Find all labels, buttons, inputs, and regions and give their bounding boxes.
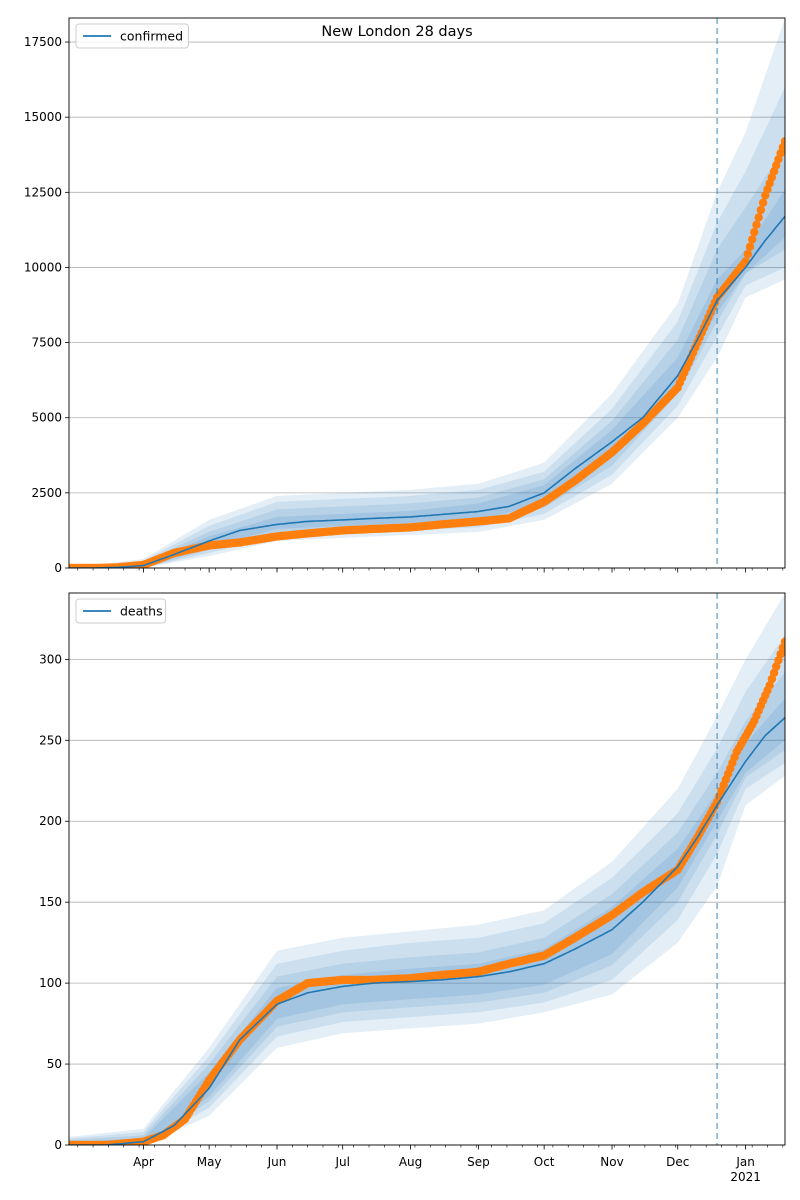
y-tick-label: 50 (47, 1057, 62, 1071)
data-point (750, 227, 759, 237)
legend-label: deaths (120, 604, 163, 619)
y-tick-label: 250 (39, 733, 62, 747)
x-tick-label: May (197, 1155, 222, 1169)
x-tick-label: Dec (666, 1155, 689, 1169)
data-point (756, 205, 766, 215)
legend: confirmed (75, 23, 189, 49)
y-tick-label: 100 (39, 976, 62, 990)
x-tick-label: Apr (133, 1155, 154, 1169)
y-tick-label: 7500 (31, 336, 62, 350)
uncertainty-band (69, 147, 785, 568)
data-point (778, 643, 785, 652)
legend-label: confirmed (120, 29, 183, 44)
axes-frame (68, 592, 786, 1146)
deaths-panel: 0 50 100 150 200 250 300 Apr May Jun Jul Aug Sep Oct N… (39, 592, 786, 1184)
series-line-deaths (69, 717, 785, 1145)
legend-box (75, 598, 167, 624)
axes-frame (68, 17, 786, 569)
confirmed-panel: 0 2500 5000 7500 10000 12500 15000 17500 confirm… (24, 17, 786, 575)
x-tick-label: Oct (534, 1155, 555, 1169)
uncertainty-band (69, 18, 785, 568)
x-tick-label: Jan (735, 1155, 755, 1169)
x-tick-label: 2021 (730, 1170, 761, 1184)
observed-points (69, 137, 785, 568)
uncertainty-band (69, 87, 785, 568)
plot-area (69, 18, 785, 568)
data-point (752, 220, 761, 229)
data-point (776, 649, 785, 659)
data-point (743, 249, 752, 259)
y-tick-label: 0 (54, 1138, 62, 1152)
x-tick-label: Jun (267, 1155, 287, 1169)
data-point (778, 143, 785, 152)
plot-area (69, 593, 785, 1145)
y-tick-label: 17500 (24, 35, 62, 49)
x-tick-label: Nov (600, 1155, 623, 1169)
data-point (748, 235, 757, 244)
y-tick-label: 0 (54, 561, 62, 575)
y-tick-label: 12500 (24, 185, 62, 199)
y-tick-label: 150 (39, 895, 62, 909)
data-point (758, 198, 768, 207)
chart-title: New London 28 days (321, 24, 472, 40)
data-point (765, 681, 774, 690)
y-tick-label: 5000 (31, 411, 62, 425)
series-line-confirmed (69, 215, 785, 568)
y-tick-label: 15000 (24, 110, 62, 124)
uncertainty-band (69, 593, 785, 1145)
uncertainty-band (69, 189, 785, 568)
data-point (780, 137, 785, 146)
x-tick-label: Sep (467, 1155, 490, 1169)
data-point (745, 242, 755, 251)
data-point (780, 637, 785, 646)
legend-box (75, 23, 189, 49)
uncertainty-band (69, 635, 785, 1145)
y-tick-label: 2500 (31, 486, 62, 500)
legend: deaths (75, 598, 167, 624)
data-point (754, 213, 763, 222)
x-tick-label: Aug (399, 1155, 422, 1169)
y-tick-label: 200 (39, 814, 62, 828)
y-tick-label: 10000 (24, 260, 62, 274)
y-tick-label: 300 (39, 652, 62, 666)
x-tick-label: Jul (334, 1155, 349, 1169)
